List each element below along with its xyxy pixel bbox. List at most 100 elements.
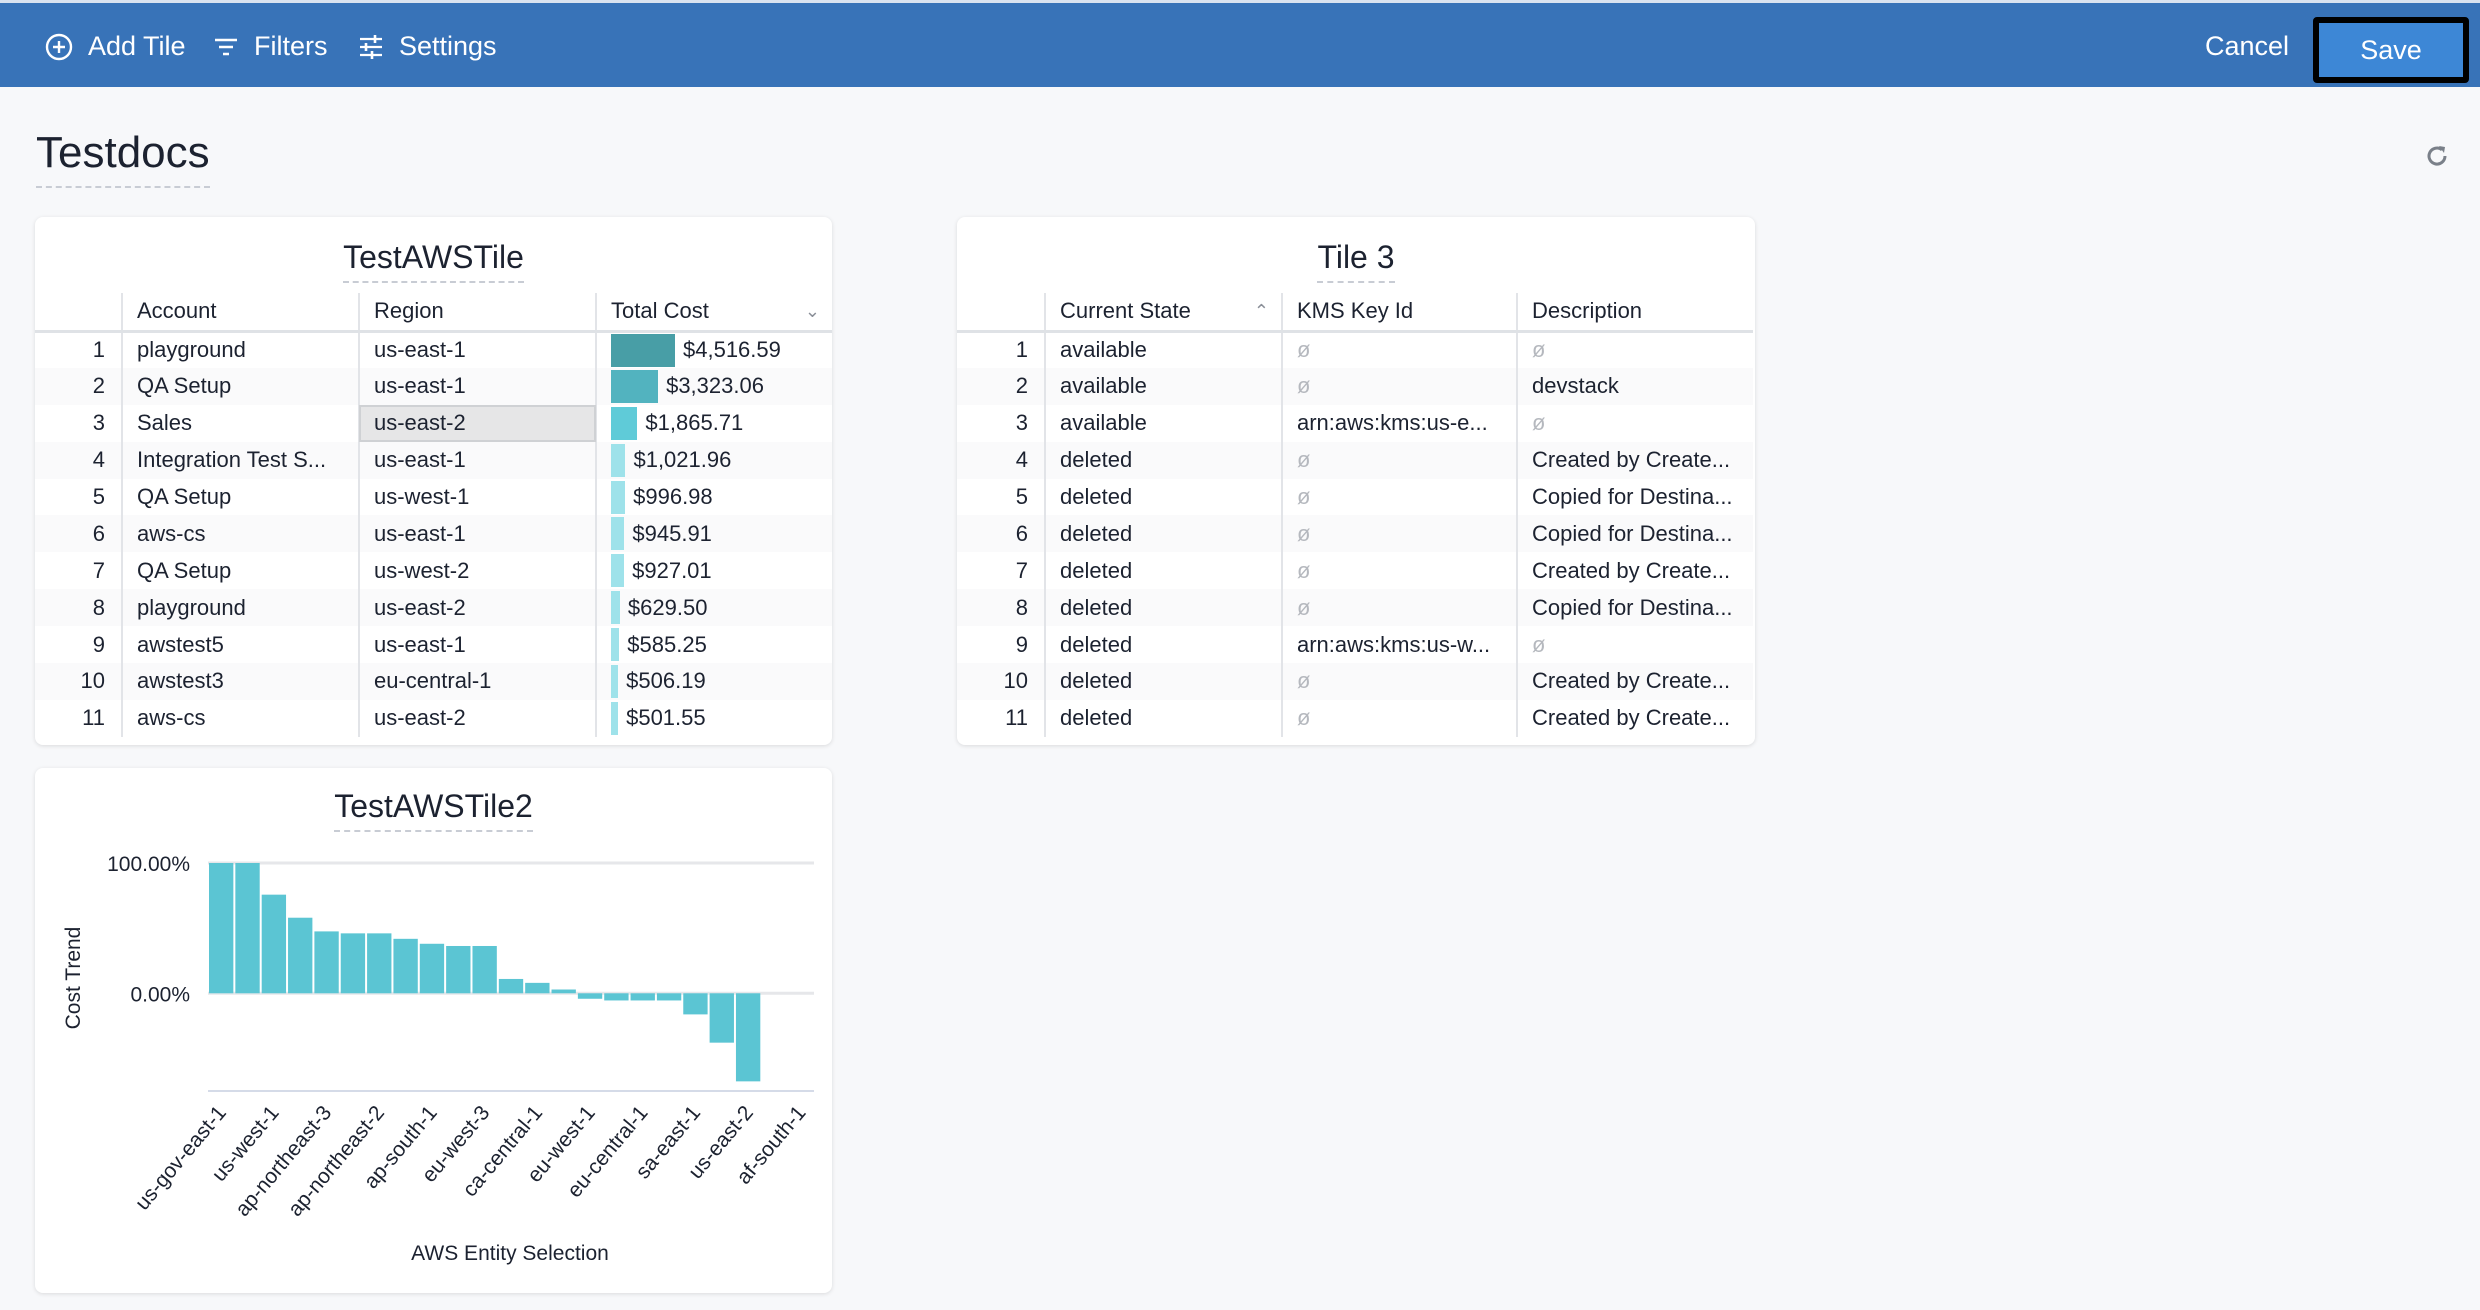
bar[interactable]: [314, 931, 339, 994]
cell-current-state[interactable]: deleted: [1044, 478, 1282, 516]
cell-account[interactable]: aws-cs: [121, 515, 359, 553]
table-row[interactable]: 11 aws-cs us-east-2 $501.55: [35, 699, 832, 737]
cell-account[interactable]: awstest3: [121, 663, 359, 700]
bar[interactable]: [525, 982, 550, 994]
cell-kms-key-id[interactable]: ø: [1281, 552, 1517, 590]
table-row[interactable]: 5 deleted ø Copied for Destina...: [957, 478, 1753, 516]
cell-kms-key-id[interactable]: ø: [1281, 367, 1517, 405]
cell-total-cost[interactable]: $927.01: [595, 552, 832, 590]
save-button[interactable]: Save: [2313, 17, 2469, 83]
cell-kms-key-id[interactable]: ø: [1281, 331, 1517, 368]
filters-button[interactable]: Filters: [212, 3, 328, 90]
cell-current-state[interactable]: deleted: [1044, 515, 1282, 553]
table-row[interactable]: 3 available arn:aws:kms:us-e... ø: [957, 404, 1753, 442]
sort-descending-icon[interactable]: ⌄: [804, 301, 820, 321]
settings-button[interactable]: Settings: [357, 3, 497, 90]
table-row[interactable]: 7 deleted ø Created by Create...: [957, 552, 1753, 590]
cell-region[interactable]: us-east-1: [358, 367, 596, 405]
cell-description[interactable]: Created by Create...: [1516, 441, 1753, 479]
cell-description[interactable]: ø: [1516, 626, 1753, 664]
table-row[interactable]: 8 deleted ø Copied for Destina...: [957, 589, 1753, 627]
cell-current-state[interactable]: deleted: [1044, 626, 1282, 664]
cell-account[interactable]: Sales: [121, 404, 359, 442]
sort-ascending-icon[interactable]: ⌃: [1253, 301, 1269, 321]
cell-account[interactable]: QA Setup: [121, 478, 359, 516]
bar[interactable]: [498, 978, 524, 994]
table-row[interactable]: 2 available ø devstack: [957, 367, 1753, 405]
cell-current-state[interactable]: deleted: [1044, 699, 1282, 737]
cell-description[interactable]: Copied for Destina...: [1516, 478, 1753, 516]
cell-account[interactable]: awstest5: [121, 626, 359, 664]
cell-total-cost[interactable]: $1,865.71: [595, 404, 832, 442]
cell-account[interactable]: QA Setup: [121, 552, 359, 590]
cell-region[interactable]: us-east-1: [358, 331, 596, 368]
table-row[interactable]: 4 deleted ø Created by Create...: [957, 441, 1753, 479]
cell-description[interactable]: Created by Create...: [1516, 699, 1753, 737]
cell-region[interactable]: us-west-2: [358, 552, 596, 590]
cell-kms-key-id[interactable]: ø: [1281, 699, 1517, 737]
bar[interactable]: [261, 894, 287, 994]
cell-description[interactable]: ø: [1516, 331, 1753, 368]
bar[interactable]: [288, 917, 313, 994]
cell-total-cost[interactable]: $3,323.06: [595, 367, 832, 405]
cell-total-cost[interactable]: $501.55: [595, 699, 832, 737]
cell-region[interactable]: us-east-1: [358, 441, 596, 479]
cell-region[interactable]: us-east-2: [358, 589, 596, 627]
column-header-account[interactable]: Account: [121, 293, 359, 333]
cell-total-cost[interactable]: $585.25: [595, 626, 832, 664]
bar[interactable]: [604, 993, 629, 1001]
tile-title[interactable]: Tile 3: [1317, 239, 1395, 283]
bar[interactable]: [446, 945, 471, 994]
cell-current-state[interactable]: deleted: [1044, 589, 1282, 627]
cell-current-state[interactable]: available: [1044, 367, 1282, 405]
bar[interactable]: [683, 993, 708, 1015]
cell-description[interactable]: Created by Create...: [1516, 663, 1753, 700]
cell-current-state[interactable]: available: [1044, 404, 1282, 442]
column-header-region[interactable]: Region: [358, 293, 596, 333]
cell-kms-key-id[interactable]: arn:aws:kms:us-w...: [1281, 626, 1517, 664]
bar[interactable]: [209, 863, 234, 994]
cancel-button[interactable]: Cancel: [2205, 31, 2290, 61]
bar[interactable]: [709, 993, 734, 1043]
bar[interactable]: [630, 993, 655, 1001]
bar[interactable]: [235, 863, 260, 994]
cell-kms-key-id[interactable]: ø: [1281, 441, 1517, 479]
table-row[interactable]: 1 available ø ø: [957, 331, 1753, 368]
cell-total-cost[interactable]: $1,021.96: [595, 441, 832, 479]
cell-total-cost[interactable]: $506.19: [595, 663, 832, 700]
cell-account[interactable]: playground: [121, 589, 359, 627]
column-header-total-cost[interactable]: Total Cost ⌄: [595, 293, 832, 333]
table-row[interactable]: 7 QA Setup us-west-2 $927.01: [35, 552, 832, 590]
cell-total-cost[interactable]: $4,516.59: [595, 331, 832, 368]
table-row[interactable]: 11 deleted ø Created by Create...: [957, 699, 1753, 737]
column-header-kms-key-id[interactable]: KMS Key Id: [1281, 293, 1517, 333]
tile-title[interactable]: TestAWSTile: [343, 239, 524, 283]
column-header-description[interactable]: Description: [1516, 293, 1753, 333]
cell-account[interactable]: playground: [121, 331, 359, 368]
tile-title[interactable]: TestAWSTile2: [334, 788, 533, 832]
cell-description[interactable]: Copied for Destina...: [1516, 515, 1753, 553]
add-tile-button[interactable]: Add Tile: [44, 3, 186, 90]
bar[interactable]: [735, 993, 761, 1082]
cell-kms-key-id[interactable]: ø: [1281, 589, 1517, 627]
cell-account[interactable]: Integration Test S...: [121, 441, 359, 479]
table-row[interactable]: 8 playground us-east-2 $629.50: [35, 589, 832, 627]
cell-account[interactable]: QA Setup: [121, 367, 359, 405]
cell-description[interactable]: Created by Create...: [1516, 552, 1753, 590]
cell-total-cost[interactable]: $629.50: [595, 589, 832, 627]
table-row[interactable]: 2 QA Setup us-east-1 $3,323.06: [35, 367, 832, 405]
cell-current-state[interactable]: deleted: [1044, 552, 1282, 590]
bar[interactable]: [419, 943, 445, 994]
table-row[interactable]: 6 deleted ø Copied for Destina...: [957, 515, 1753, 553]
column-header-current-state[interactable]: Current State ⌃: [1044, 293, 1282, 333]
table-row[interactable]: 3 Sales us-east-2 $1,865.71: [35, 404, 832, 442]
bar[interactable]: [551, 989, 576, 994]
cell-description[interactable]: devstack: [1516, 367, 1753, 405]
cell-kms-key-id[interactable]: arn:aws:kms:us-e...: [1281, 404, 1517, 442]
cell-total-cost[interactable]: $945.91: [595, 515, 832, 553]
bar[interactable]: [577, 993, 603, 999]
table-row[interactable]: 10 deleted ø Created by Create...: [957, 663, 1753, 700]
page-title[interactable]: Testdocs: [36, 128, 210, 188]
bar[interactable]: [472, 945, 497, 994]
table-row[interactable]: 9 awstest5 us-east-1 $585.25: [35, 626, 832, 664]
